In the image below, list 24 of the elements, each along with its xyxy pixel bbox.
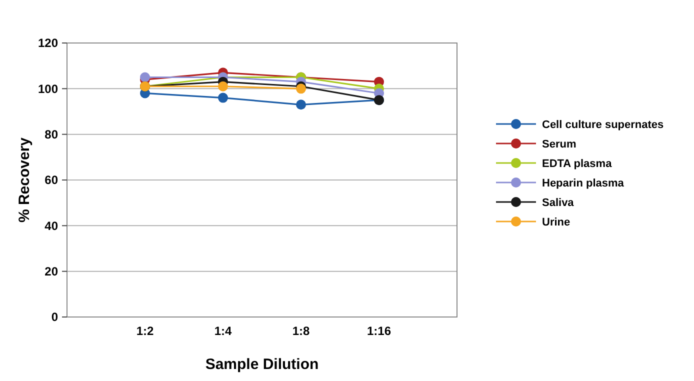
legend-label: Urine [542,216,570,228]
y-tick-label: 60 [44,173,58,188]
point [218,81,228,92]
point [296,100,306,110]
y-tick-label: 20 [44,264,58,279]
legend-label: EDTA plasma [542,158,613,170]
legend-label: Saliva [542,196,575,209]
point [296,84,306,94]
point [218,92,228,103]
x-axis-title: Sample Dilution [205,356,319,373]
x-tick-label: 1:8 [292,324,310,338]
x-tick-label: 1:16 [366,324,392,338]
y-axis-title: % Recovery [16,136,33,223]
legend-label: Heparin plasma [542,177,625,190]
legend-label: Cell culture supernates [542,118,664,131]
y-tick-label: 40 [44,218,58,233]
point [140,72,150,82]
x-tick-label: 1:2 [136,324,154,338]
y-tick-label: 120 [38,36,58,50]
x-tick-label: 1:4 [214,324,232,338]
legend-label: Serum [542,138,576,150]
y-tick-label: 80 [44,128,58,142]
y-tick-label: 0 [51,310,58,324]
y-tick-label: 100 [38,82,58,96]
